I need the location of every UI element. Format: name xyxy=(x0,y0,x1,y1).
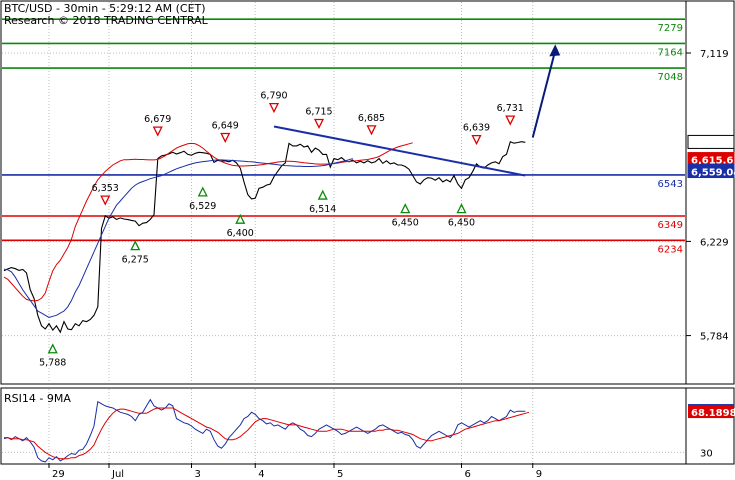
rsi-series-line xyxy=(4,407,530,460)
forecast-arrow-head xyxy=(549,44,561,57)
pivot-high-label: 6,685 xyxy=(358,113,385,124)
time-axis-label: 29 xyxy=(52,469,65,480)
level-label: 7164 xyxy=(658,47,683,58)
pivot-high-marker xyxy=(366,125,377,136)
price-axis-label: 6,229 xyxy=(700,237,729,248)
price-line xyxy=(3,140,526,334)
price-tag-label: 6,559.04 xyxy=(691,168,735,179)
chart-title: BTC/USD - 30min - 5:29:12 AM (CET) xyxy=(4,2,206,15)
time-axis-label: 9 xyxy=(536,469,542,480)
pivot-low-marker xyxy=(235,213,246,224)
price-panel xyxy=(0,0,687,385)
pivot-low-label: 5,788 xyxy=(39,358,66,369)
price-tag-box xyxy=(687,134,735,149)
moving-average-line xyxy=(3,142,413,302)
trendline xyxy=(273,125,526,177)
pivot-high-marker xyxy=(268,103,280,114)
time-axis-label: 4 xyxy=(258,469,264,480)
rsi-panel xyxy=(0,387,687,465)
price-axis-label: 5,784 xyxy=(700,332,729,343)
pivot-high-label: 6,353 xyxy=(92,183,119,194)
level-label: 6543 xyxy=(658,179,683,190)
time-axis-label: 5 xyxy=(337,469,343,480)
time-axis-label: Jul xyxy=(111,469,124,480)
rsi-series-line xyxy=(3,398,526,463)
pivot-high-marker xyxy=(313,118,325,129)
pivot-low-label: 6,529 xyxy=(189,201,216,212)
pivot-high-label: 6,731 xyxy=(497,103,524,114)
price-tag-box xyxy=(687,164,735,179)
price-axis-panel xyxy=(685,0,735,385)
level-label: 7279 xyxy=(658,23,683,34)
moving-average-line xyxy=(3,158,353,318)
chart-research-credit: Research © 2018 TRADING CENTRAL xyxy=(4,14,209,27)
rsi-tag-label: 68.1898 xyxy=(691,408,735,419)
pivot-low-marker xyxy=(130,240,141,251)
pivot-low-marker xyxy=(197,186,208,197)
pivot-low-label: 6,514 xyxy=(309,204,336,215)
level-label: 7048 xyxy=(658,72,683,83)
pivot-high-marker xyxy=(471,134,482,146)
pivot-high-label: 6,649 xyxy=(212,120,239,131)
rsi-tag-box xyxy=(688,405,734,419)
price-tag-label: 6,696.6 xyxy=(691,138,733,149)
pivot-low-marker xyxy=(400,203,411,214)
pivot-low-label: 6,450 xyxy=(392,218,419,229)
pivot-high-marker xyxy=(220,132,231,143)
pivot-high-label: 6,639 xyxy=(463,123,490,134)
time-axis-label: 3 xyxy=(195,469,201,480)
level-label: 6234 xyxy=(658,244,683,255)
price-axis-label: 7,119 xyxy=(700,49,729,60)
forecast-arrow xyxy=(531,50,557,138)
rsi-title: RSI14 - 9MA xyxy=(4,392,71,405)
price-tag-label: 6,615.61 xyxy=(691,156,735,167)
pivot-low-marker xyxy=(456,203,467,214)
level-label: 6349 xyxy=(658,220,683,231)
time-axis-label: 6 xyxy=(465,469,471,480)
pivot-low-marker xyxy=(47,343,58,354)
pivot-low-label: 6,400 xyxy=(227,228,254,239)
pivot-high-label: 6,790 xyxy=(260,91,287,102)
pivot-high-marker xyxy=(152,126,163,137)
pivot-high-label: 6,715 xyxy=(305,107,332,118)
pivot-high-marker xyxy=(505,115,516,126)
pivot-high-marker xyxy=(100,195,111,206)
rsi-axis-label: 30 xyxy=(700,448,713,459)
pivot-high-label: 6,679 xyxy=(144,114,171,125)
rsi-axis-panel xyxy=(685,387,735,465)
pivot-low-label: 6,275 xyxy=(122,255,149,266)
pivot-low-label: 6,450 xyxy=(448,218,475,229)
pivot-low-marker xyxy=(317,189,328,200)
